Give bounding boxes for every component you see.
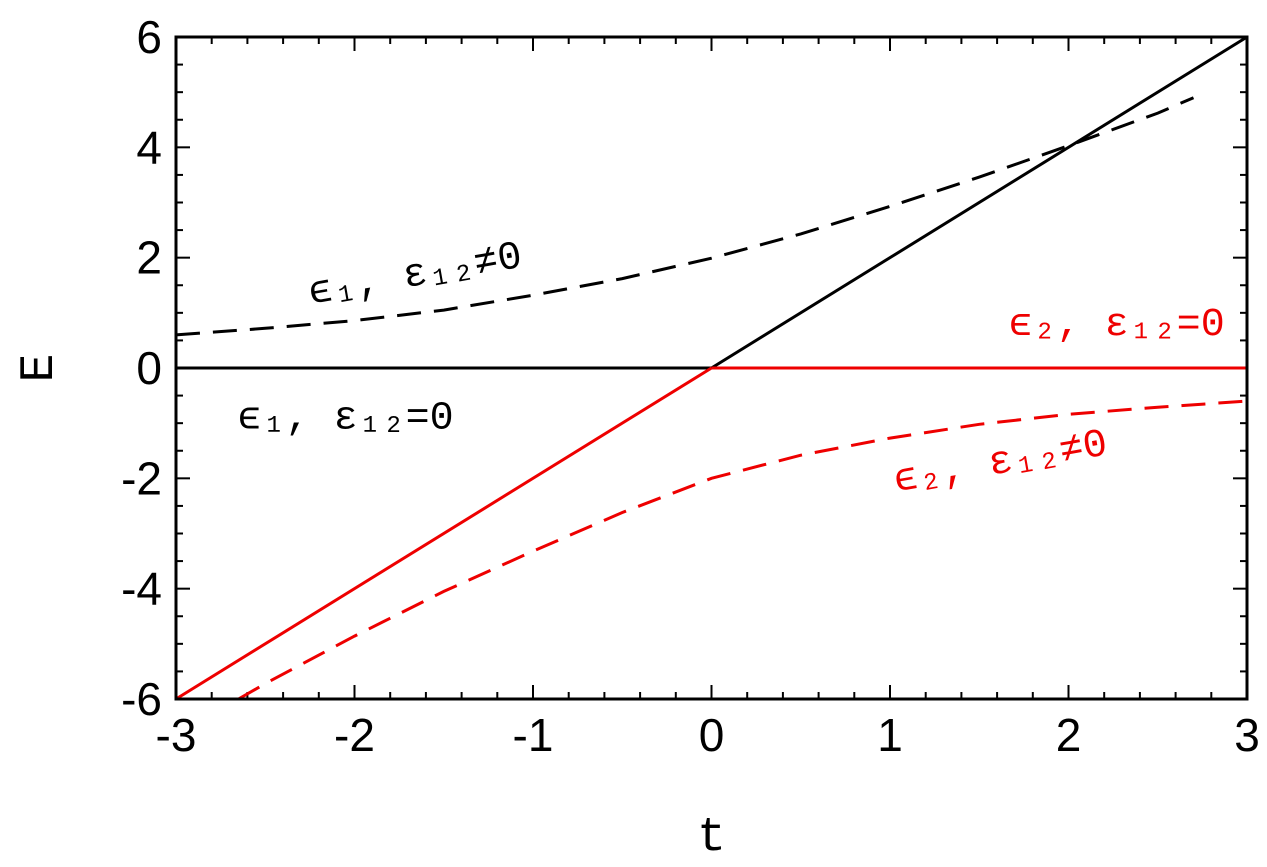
annotations: ϵ₁, ε₁₂≠0 ϵ₁, ε₁₂=0 ϵ₂, ε₁₂=0 ϵ₂, ε₁₂≠0 — [238, 235, 1225, 504]
tick-labels: -3 -2 -1 0 1 2 3 -6 -4 -2 0 2 4 6 — [121, 11, 1260, 761]
series-line-e1_uncoupled_right — [710, 35, 1248, 370]
y-tick-label: 6 — [136, 11, 162, 63]
x-tick-label: -3 — [156, 709, 197, 761]
series — [175, 35, 1248, 701]
x-tick-label: 1 — [877, 709, 903, 761]
x-tick-label: -2 — [334, 709, 375, 761]
x-tick-label: 3 — [1234, 709, 1260, 761]
series-line-e1_coupled — [175, 96, 1195, 337]
label-e2-uncoupled: ϵ₂, ε₁₂=0 — [1009, 303, 1225, 348]
y-tick-label: 0 — [136, 342, 162, 394]
label-e1-uncoupled: ϵ₁, ε₁₂=0 — [238, 397, 454, 442]
x-axis-title: t — [697, 811, 726, 865]
x-tick-label: -1 — [513, 709, 554, 761]
plot-frame — [174, 35, 1249, 701]
y-tick-label: -4 — [121, 563, 162, 615]
y-tick-label: -6 — [121, 673, 162, 725]
series-line-e2_uncoupled_left — [175, 366, 713, 701]
label-e2-coupled: ϵ₂, ε₁₂≠0 — [891, 423, 1112, 505]
y-tick-label: 2 — [136, 232, 162, 284]
y-tick-label: -2 — [121, 452, 162, 504]
y-tick-label: 4 — [136, 121, 162, 173]
label-e1-coupled: ϵ₁, ε₁₂≠0 — [305, 235, 526, 317]
x-tick-label: 0 — [699, 709, 725, 761]
x-tick-label: 2 — [1056, 709, 1082, 761]
series-line-e2_coupled — [237, 399, 1248, 701]
y-axis-title: E — [13, 354, 67, 383]
